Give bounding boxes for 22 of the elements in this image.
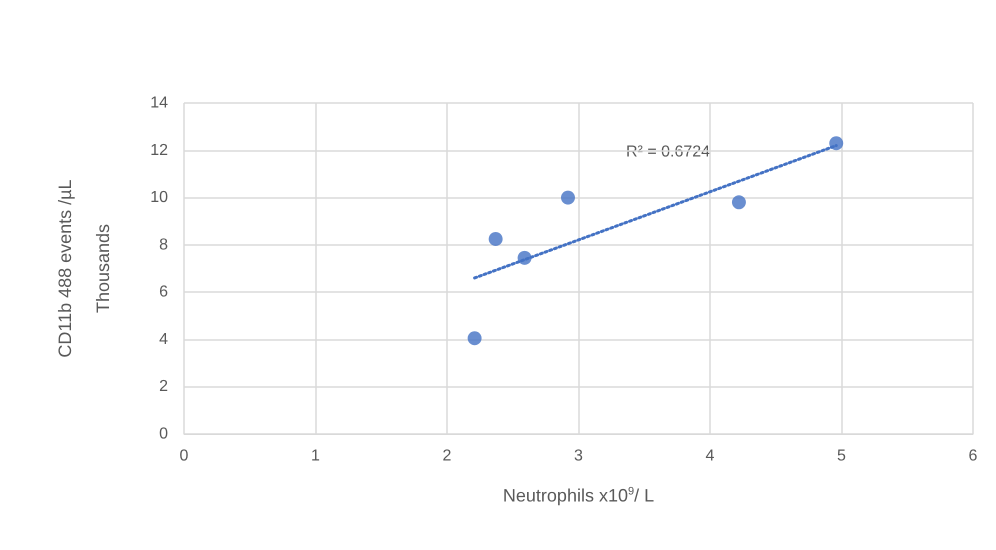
point [732, 195, 746, 210]
y-tick-label: 10 [150, 189, 168, 206]
x-tick-label: 1 [311, 448, 320, 464]
x-tick-label: 2 [442, 448, 452, 464]
x-tick-label: 6 [968, 448, 978, 464]
x-tick-label: 3 [574, 448, 584, 464]
point [488, 232, 503, 246]
x-tick-label: 4 [706, 448, 715, 464]
y-axis-title: CD11b 488 events /µL Thousands [55, 179, 113, 358]
y-tick-label: 6 [159, 284, 168, 301]
y-tick-label: 12 [150, 142, 168, 159]
point [560, 190, 575, 205]
point [518, 250, 532, 265]
point [468, 331, 482, 346]
y-tick-label: 2 [159, 378, 168, 396]
y-tick-label: 0 [159, 426, 168, 442]
point [829, 136, 844, 150]
y-tick-label: 8 [159, 236, 168, 254]
y-tick-label: 14 [150, 94, 168, 112]
x-tick-label: 5 [837, 448, 846, 464]
x-tick-label: 0 [180, 448, 189, 464]
y-tick-label: 4 [159, 330, 168, 348]
